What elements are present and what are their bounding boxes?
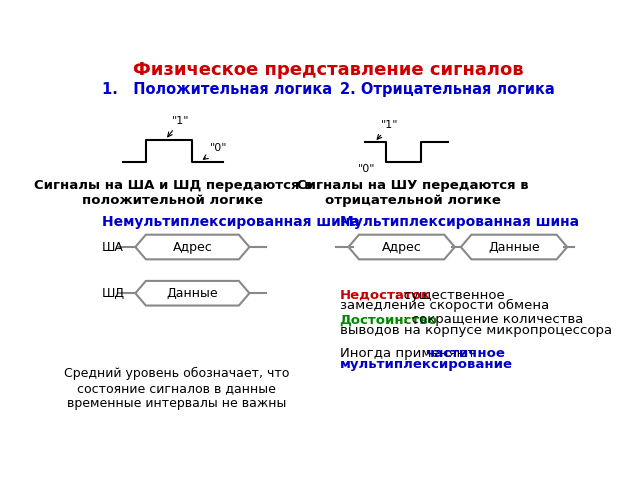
Text: ША: ША	[102, 240, 124, 253]
Text: Сигналы на ША и ШД передаются в
положительной логике: Сигналы на ША и ШД передаются в положите…	[34, 179, 312, 207]
Text: Адрес: Адрес	[173, 240, 212, 253]
Text: Достоинство: Достоинство	[340, 313, 438, 326]
Text: 2. Отрицательная логика: 2. Отрицательная логика	[340, 83, 554, 97]
Text: Физическое представление сигналов: Физическое представление сигналов	[132, 61, 524, 79]
Polygon shape	[461, 235, 567, 259]
Text: "0": "0"	[358, 164, 375, 174]
Text: Мультиплексированная шина: Мультиплексированная шина	[340, 215, 579, 228]
Text: : сокращение количества: : сокращение количества	[403, 313, 584, 326]
Text: "0": "0"	[204, 144, 228, 159]
Text: Данные: Данные	[488, 240, 540, 253]
Polygon shape	[135, 235, 250, 259]
Text: Средний уровень обозначает, что
состояние сигналов в данные
временные интервалы : Средний уровень обозначает, что состояни…	[64, 367, 289, 410]
Text: 1.   Положительная логика: 1. Положительная логика	[102, 83, 332, 97]
Text: Недостаток: Недостаток	[340, 288, 431, 301]
Text: Сигналы на ШУ передаются в
отрицательной логике: Сигналы на ШУ передаются в отрицательной…	[298, 179, 529, 207]
Text: Иногда применяют: Иногда применяют	[340, 347, 479, 360]
Text: "1": "1"	[377, 120, 398, 139]
Text: выводов на корпусе микропроцессора: выводов на корпусе микропроцессора	[340, 324, 612, 337]
Text: Адрес: Адрес	[381, 240, 422, 253]
Polygon shape	[348, 235, 455, 259]
Text: : существенное: : существенное	[396, 288, 505, 301]
Text: замедление скорости обмена: замедление скорости обмена	[340, 300, 549, 312]
Text: Данные: Данные	[166, 287, 218, 300]
Text: ШД: ШД	[102, 287, 125, 300]
Text: "1": "1"	[168, 116, 189, 137]
Text: мультиплексирование: мультиплексирование	[340, 358, 513, 371]
Text: Немультиплексированная шина: Немультиплексированная шина	[102, 215, 360, 228]
Polygon shape	[135, 281, 250, 306]
Text: частичное: частичное	[425, 347, 505, 360]
